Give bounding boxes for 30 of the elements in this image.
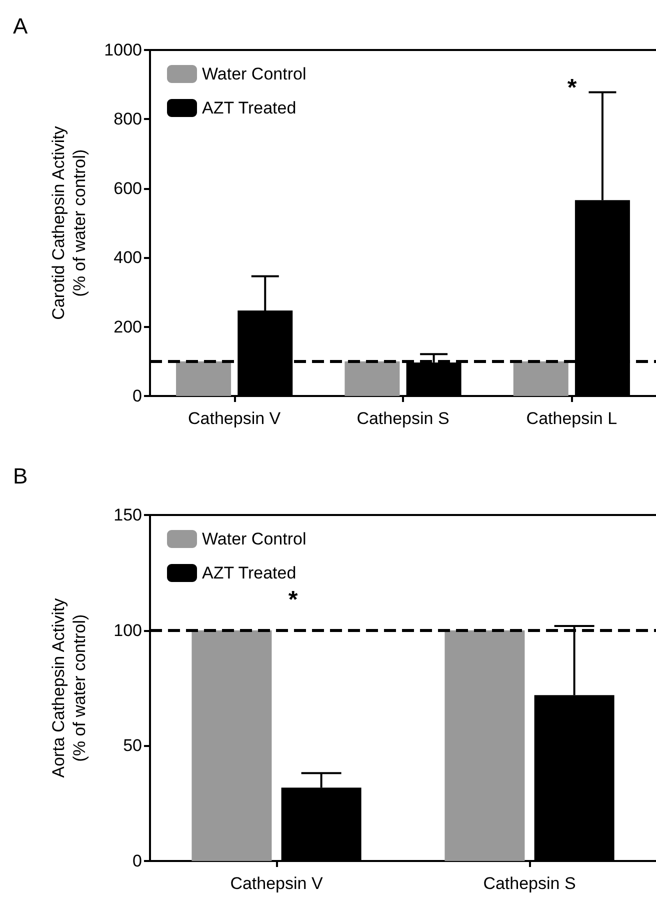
y-tick-label: 600 (114, 178, 142, 198)
x-tick-label: Cathepsin L (526, 409, 618, 428)
bar (176, 361, 232, 396)
chart-title: B (13, 464, 28, 488)
legend-label: AZT Treated (202, 98, 296, 118)
y-tick-label: 0 (132, 386, 142, 406)
x-tick-label: Cathepsin V (188, 409, 282, 428)
y-axis-title: Aorta Cathepsin Activity (% of water control) (49, 598, 89, 778)
y-tick-label: 0 (132, 852, 142, 870)
y-tick-label: 150 (114, 506, 142, 524)
y-tick-label: 800 (114, 110, 142, 129)
legend-label: Water Control (202, 64, 306, 84)
y-axis-title: Carotid Cathepsin Activity (% of water control) (49, 126, 89, 320)
x-tick-label: Cathepsin S (356, 409, 450, 428)
x-tick-label: Cathepsin S (483, 874, 576, 893)
chart-title: A (13, 14, 28, 38)
legend-label: AZT Treated (202, 564, 296, 582)
legend-label: Water Control (202, 530, 306, 548)
y-tick-label: 400 (114, 248, 142, 268)
bar (513, 361, 568, 396)
bar (344, 361, 400, 396)
annotation: * (288, 586, 298, 614)
y-tick-label: 200 (114, 317, 142, 336)
bar (444, 630, 525, 861)
x-tick-label: Cathepsin V (230, 874, 324, 893)
bar (192, 630, 272, 861)
y-tick-label: 1000 (104, 40, 142, 60)
annotation: * (567, 74, 578, 102)
y-tick-label: 50 (123, 736, 142, 756)
y-tick-label: 100 (114, 620, 142, 640)
